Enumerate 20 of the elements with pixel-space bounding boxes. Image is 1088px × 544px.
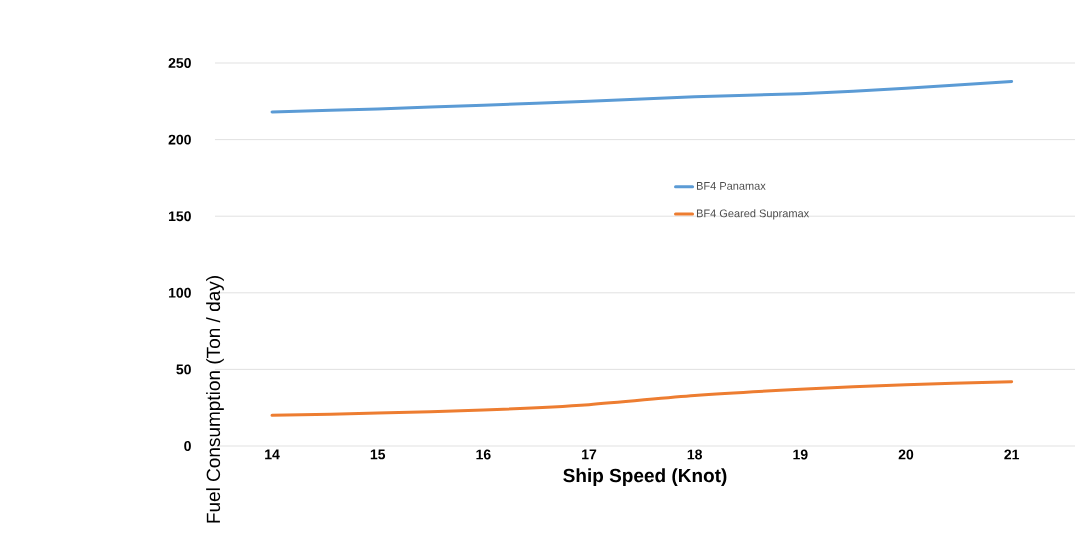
y-tick-label: 150 (168, 211, 191, 222)
x-tick-label: 19 (793, 449, 808, 460)
x-tick-label: 16 (476, 449, 491, 460)
y-axis-title: Fuel Consumption (Ton / day) (206, 276, 224, 523)
y-tick-label: 250 (168, 58, 191, 68)
line-series (270, 79, 1014, 114)
x-axis-title: Ship Speed (Knot) (563, 468, 727, 487)
x-tick-label: 18 (687, 449, 703, 460)
legend-label: BF4 Geared Supramax (696, 209, 810, 220)
line-series (270, 380, 1014, 417)
x-tick-label: 21 (1004, 449, 1020, 460)
x-tick-label: 17 (582, 449, 597, 460)
legend-label: BF4 Panamax (696, 182, 766, 190)
y-tick-label: 50 (176, 364, 191, 375)
y-tick-label: 100 (168, 287, 191, 298)
y-tick-label: 200 (168, 134, 191, 145)
x-tick-label: 14 (265, 449, 280, 460)
y-tick-label: 0 (184, 441, 191, 451)
x-tick-label: 20 (898, 449, 914, 460)
x-tick-label: 15 (370, 449, 386, 460)
